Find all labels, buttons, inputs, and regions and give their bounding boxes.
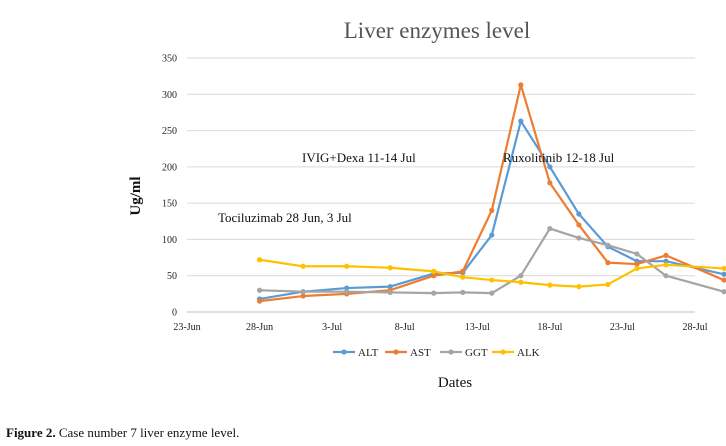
data-point-ggt [547, 225, 553, 232]
legend-label-ggt: GGT [465, 347, 488, 359]
x-tick-label: 18-Jul [537, 322, 562, 333]
y-tick-label: 100 [162, 235, 177, 246]
data-point-ast [576, 222, 582, 228]
annotation-ruxolitinib: Ruxolitinib 12-18 Jul [503, 150, 615, 165]
series-line-ggt [259, 227, 725, 295]
data-point-alk [387, 265, 393, 271]
y-tick-label: 250 [162, 126, 177, 137]
series-line-alt [259, 120, 725, 301]
data-point-ast [489, 207, 495, 213]
x-axis-ticks: 23-Jun 28-Jun 3-Jul 8-Jul 13-Jul 18-Jul 23-Jul… [173, 322, 707, 333]
data-point-ggt [300, 289, 306, 295]
data-point-ggt [460, 289, 466, 296]
data-point-ggt [387, 289, 393, 296]
data-point-alk [256, 257, 263, 263]
legend-marker-alk [500, 349, 506, 355]
series-line-alk [259, 258, 725, 288]
chart-title: Liver enzymes level [344, 18, 530, 43]
x-tick-label: 28-Jun [246, 322, 273, 333]
data-point-alt [547, 164, 553, 170]
liver-enzymes-chart: Liver enzymes level 0 50 100 150 200 250 300 35… [128, 18, 726, 391]
y-tick-label: 200 [162, 162, 177, 173]
legend-label-ast: AST [410, 347, 431, 359]
data-point-alk [431, 268, 437, 274]
grid-lines [187, 57, 695, 277]
y-axis-title: Ug/ml [128, 176, 144, 215]
data-point-alt [663, 258, 669, 264]
x-tick-label: 28-Jul [683, 322, 708, 333]
legend-marker-ggt [448, 349, 454, 355]
legend-label-alt: ALT [358, 347, 379, 359]
annotation-tocilizumab: Tociluzimab 28 Jun, 3 Jul [218, 210, 352, 225]
data-point-ast [300, 293, 306, 299]
figure-caption: Figure 2. Case number 7 liver enzyme lev… [6, 425, 239, 441]
legend-label-alk: ALK [517, 347, 540, 359]
data-point-ast [721, 277, 726, 283]
x-tick-label: 23-Jun [173, 322, 200, 333]
series-lines [256, 82, 726, 304]
data-point-ggt [256, 287, 263, 293]
y-tick-label: 350 [162, 54, 177, 65]
data-point-ggt [605, 242, 611, 248]
data-point-alk [576, 284, 582, 290]
figure-caption-label: Figure 2. [6, 425, 56, 440]
legend-marker-ast [393, 349, 399, 355]
data-point-ggt [344, 289, 350, 295]
data-point-alk [344, 263, 350, 269]
data-point-alk [605, 281, 611, 288]
x-tick-label: 3-Jul [322, 322, 342, 333]
data-point-ggt [431, 290, 437, 296]
y-tick-label: 300 [162, 90, 177, 101]
x-tick-label: 23-Jul [610, 322, 635, 333]
data-point-alt [344, 285, 350, 291]
data-point-ggt [518, 273, 524, 279]
y-axis-ticks: 0 50 100 150 200 250 300 350 [162, 54, 177, 319]
data-point-ast [256, 298, 263, 304]
data-point-ggt [634, 251, 640, 257]
x-tick-label: 13-Jul [465, 322, 490, 333]
series-line-ast [259, 83, 725, 303]
data-point-ggt [663, 273, 669, 279]
data-point-alt [387, 284, 393, 290]
data-point-ast [431, 273, 437, 279]
data-point-ast [605, 260, 611, 266]
data-point-alk [518, 279, 524, 285]
annotation-ivig: IVIG+Dexa 11-14 Jul [302, 150, 416, 165]
data-point-ggt [489, 290, 495, 296]
y-tick-label: 0 [172, 308, 177, 319]
data-point-ast [663, 252, 669, 258]
data-point-alt [489, 232, 495, 238]
y-tick-label: 150 [162, 199, 177, 210]
data-point-alk [300, 263, 306, 269]
data-point-ggt [721, 289, 726, 295]
data-point-alk [460, 274, 466, 280]
data-point-alk [634, 265, 640, 272]
x-tick-label: 8-Jul [395, 322, 415, 333]
data-point-ast [460, 268, 466, 274]
x-axis-title: Dates [438, 375, 472, 391]
data-point-alk [663, 262, 669, 268]
data-point-alk [721, 265, 726, 272]
figure-caption-text: Case number 7 liver enzyme level. [55, 425, 240, 440]
data-point-alk [547, 282, 553, 288]
data-point-alt [576, 211, 582, 217]
legend: ALT AST GGT ALK [333, 347, 540, 359]
data-point-ast [547, 180, 553, 186]
data-point-alt [721, 271, 726, 277]
y-tick-label: 50 [167, 271, 177, 282]
data-point-alk [489, 277, 495, 283]
data-point-ast [634, 261, 640, 267]
legend-marker-alt [341, 349, 347, 355]
data-point-ggt [576, 235, 582, 241]
data-point-ast [518, 82, 524, 88]
data-point-alt [518, 118, 524, 124]
